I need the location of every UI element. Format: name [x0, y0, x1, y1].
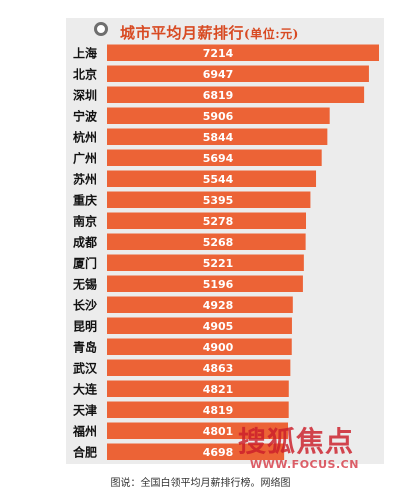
category-label: 昆明	[73, 319, 97, 333]
category-label: 深圳	[73, 87, 97, 102]
category-label: 重庆	[73, 192, 97, 207]
bar-5	[107, 149, 322, 166]
image-caption: 图说：全国白领平均月薪排行榜。网络图	[110, 478, 291, 489]
category-label: 杭州	[73, 129, 97, 144]
data-label: 5844	[203, 131, 234, 144]
bar-19	[107, 443, 285, 460]
category-label: 武汉	[73, 360, 98, 375]
data-label: 4905	[203, 320, 234, 333]
category-label: 青岛	[73, 339, 97, 354]
data-label: 4821	[203, 383, 234, 396]
data-label: 4863	[203, 362, 234, 375]
bar-2	[107, 86, 365, 103]
category-label: 天津	[73, 402, 97, 417]
data-label: 5694	[203, 152, 234, 165]
bar-10	[107, 254, 304, 271]
category-label: 北京	[73, 66, 97, 81]
data-label: 4928	[203, 299, 234, 312]
bar-0	[107, 44, 379, 61]
category-label: 宁波	[73, 108, 98, 123]
circle-bullet-icon	[94, 22, 108, 36]
data-label: 4698	[203, 446, 234, 459]
bar-3	[107, 107, 330, 124]
data-label: 5906	[203, 110, 234, 123]
bar-18	[107, 422, 289, 439]
bar-17	[107, 401, 289, 418]
data-label: 7214	[203, 47, 234, 60]
data-label: 4900	[203, 341, 234, 354]
bar-4	[107, 128, 328, 145]
bar-11	[107, 275, 303, 292]
data-label: 6819	[203, 89, 234, 102]
category-label: 苏州	[73, 171, 97, 186]
bar-15	[107, 359, 291, 376]
chart-title: 城市平均月薪排行(单位:元)	[120, 22, 299, 43]
category-label: 长沙	[73, 297, 97, 312]
bar-1	[107, 65, 369, 82]
bar-12	[107, 296, 293, 313]
category-label: 上海	[73, 45, 97, 60]
data-label: 6947	[203, 68, 234, 81]
bar-7	[107, 191, 311, 208]
data-label: 5196	[203, 278, 234, 291]
bar-16	[107, 380, 289, 397]
data-label: 5544	[203, 173, 234, 186]
category-label: 无锡	[72, 276, 97, 291]
category-label: 广州	[73, 150, 97, 165]
data-label: 4801	[203, 425, 234, 438]
data-label: 5395	[203, 194, 234, 207]
chart-unit: (单位:元)	[244, 27, 299, 41]
chart-title-text: 城市平均月薪排行	[120, 24, 245, 42]
category-label: 大连	[73, 381, 98, 396]
chart-title-row: 城市平均月薪排行(单位:元)	[66, 20, 384, 42]
category-label: 南京	[73, 213, 97, 228]
data-label: 5268	[203, 236, 234, 249]
bar-13	[107, 317, 292, 334]
bar-chart: 上海 7214 北京 6947 深圳 6819 宁波 5906 杭州 5844 广州 5694 苏州 55…	[72, 44, 379, 460]
bar-8	[107, 212, 307, 229]
data-label: 5221	[203, 257, 234, 270]
data-label: 4819	[203, 404, 234, 417]
category-label: 合肥	[73, 444, 97, 459]
category-label: 福州	[72, 423, 97, 438]
category-label: 成都	[73, 234, 97, 249]
category-label: 厦门	[73, 255, 97, 270]
data-label: 5278	[203, 215, 234, 228]
bar-14	[107, 338, 292, 355]
bar-9	[107, 233, 306, 250]
bar-6	[107, 170, 317, 187]
